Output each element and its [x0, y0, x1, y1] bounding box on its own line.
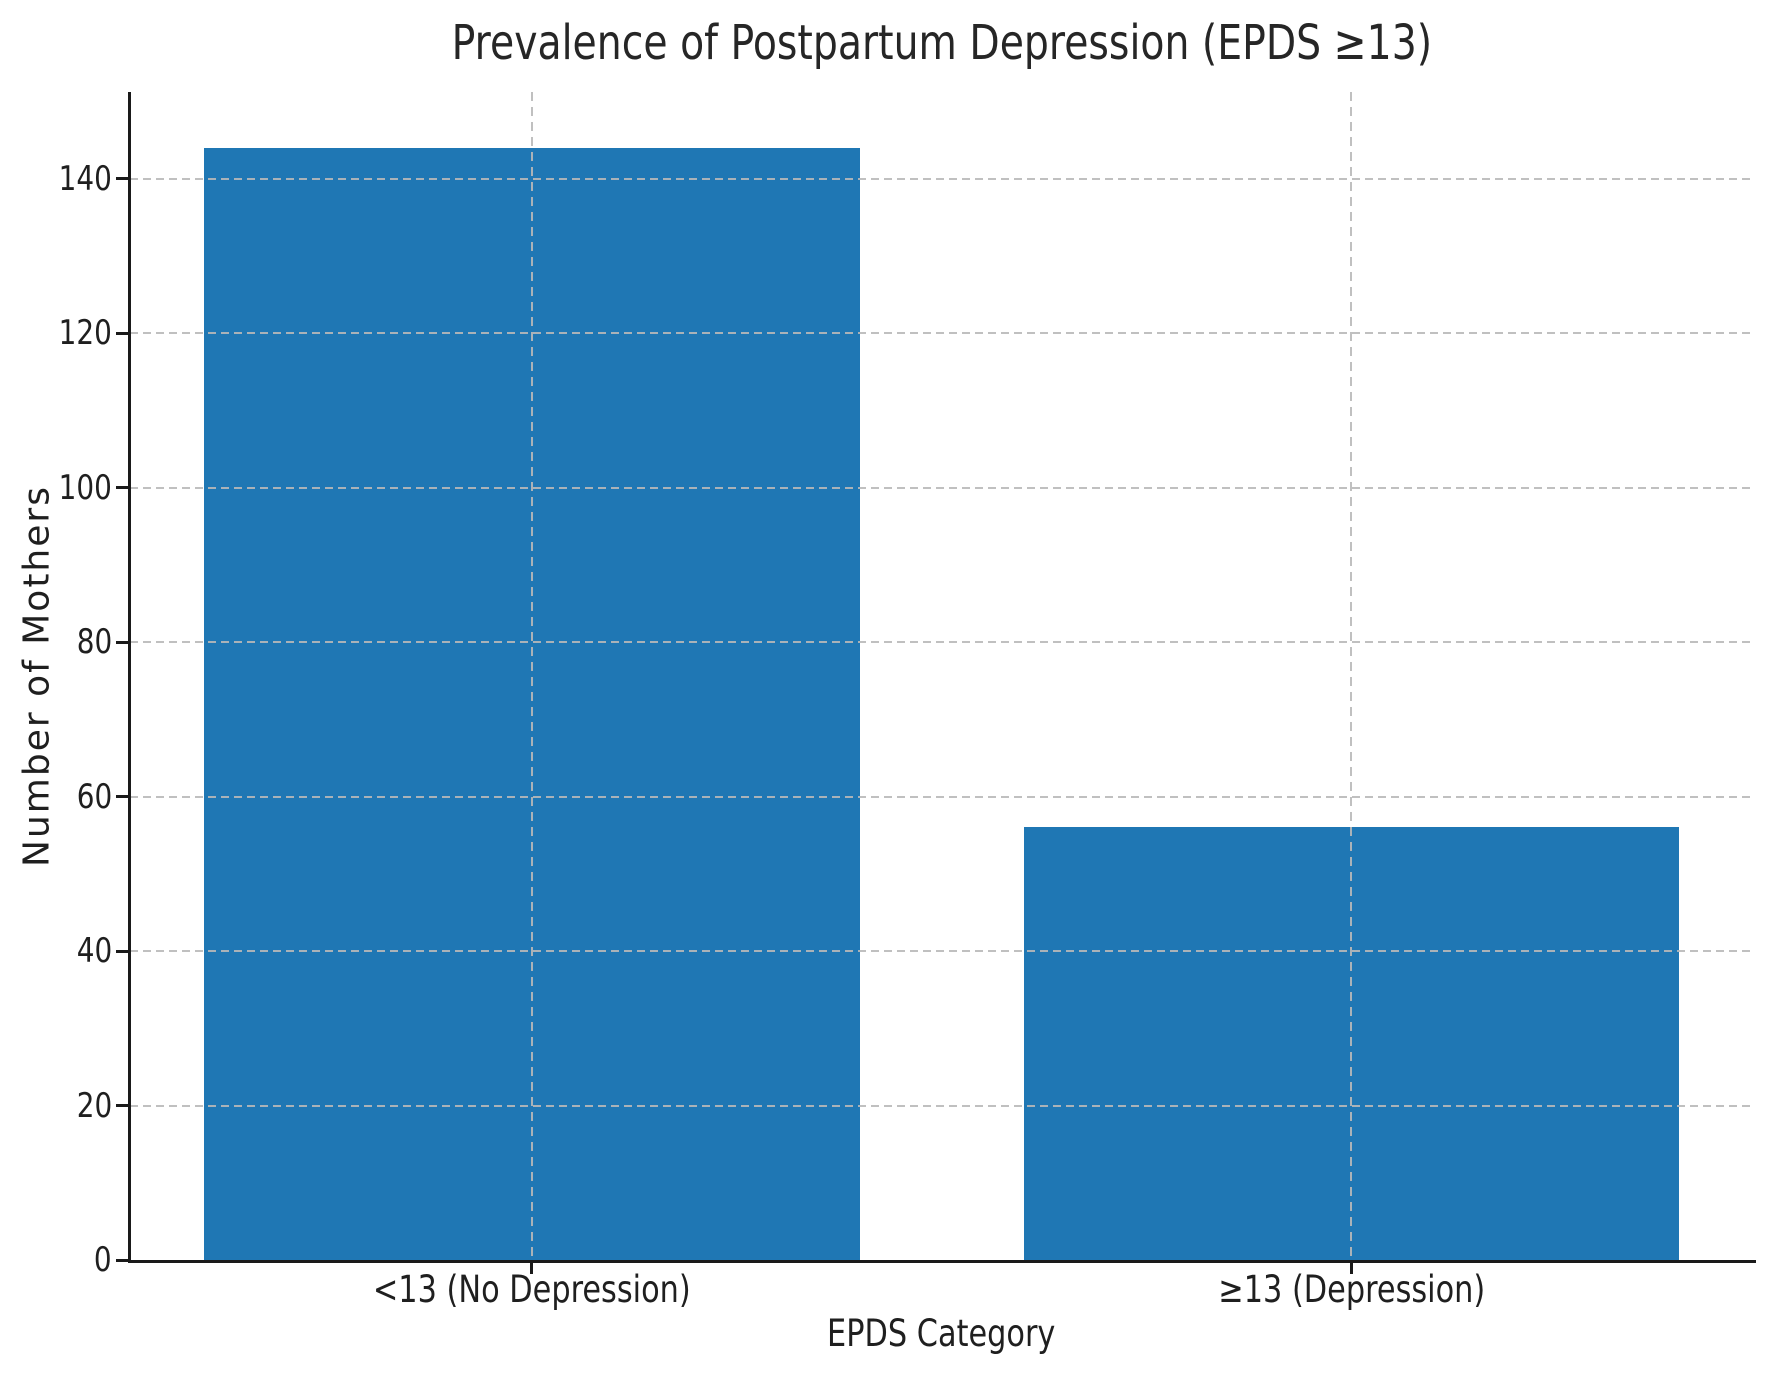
y-tick-label-text: 0: [94, 1240, 112, 1280]
x-tick-label-text: ≥13 (Depression): [1217, 1268, 1485, 1311]
gridline-v-0: [530, 92, 533, 1260]
x-axis-label: EPDS Category: [130, 1312, 1753, 1356]
y-tick-label-120: 120: [0, 311, 112, 355]
y-tick-mark-80: [116, 640, 128, 644]
y-tick-mark-140: [116, 177, 128, 180]
gridline-h-140: [130, 177, 1753, 180]
plot-area: [130, 92, 1753, 1260]
x-tick-label-0: <13 (No Depression): [132, 1268, 932, 1312]
y-tick-mark-120: [116, 331, 128, 335]
gridline-h-60: [130, 795, 1753, 798]
y-tick-label-text: 100: [58, 467, 112, 508]
y-tick-label-0: 0: [0, 1238, 112, 1282]
x-tick-label-1: ≥13 (Depression): [951, 1268, 1751, 1312]
y-tick-label-20: 20: [0, 1084, 112, 1128]
y-tick-label-60: 60: [0, 775, 112, 819]
x-axis-label-text: EPDS Category: [827, 1312, 1056, 1355]
y-tick-mark-20: [116, 1104, 128, 1107]
y-axis-spine: [128, 92, 131, 1263]
y-tick-label-100: 100: [0, 466, 112, 510]
y-tick-mark-0: [116, 1258, 128, 1262]
gridline-h-20: [130, 1104, 1753, 1107]
y-tick-label-text: 40: [76, 931, 112, 971]
gridline-h-40: [130, 950, 1753, 952]
x-tick-label-text: <13 (No Depression): [372, 1268, 691, 1311]
x-tick-mark-1: [1349, 1261, 1353, 1274]
gridline-h-100: [130, 486, 1753, 489]
y-tick-label-text: 60: [76, 776, 112, 817]
grid-layer: [130, 92, 1753, 1260]
gridline-v-1: [1350, 92, 1353, 1260]
y-tick-label-text: 20: [76, 1085, 112, 1126]
chart-title-text: Prevalence of Postpartum Depression (EPD…: [451, 15, 1432, 71]
y-tick-mark-100: [116, 486, 128, 489]
gridline-h-80: [130, 641, 1753, 643]
y-tick-label-40: 40: [0, 929, 112, 973]
gridline-h-120: [130, 332, 1753, 334]
y-tick-label-text: 140: [58, 158, 112, 199]
x-axis-spine: [128, 1260, 1756, 1263]
y-tick-label-140: 140: [0, 157, 112, 201]
y-axis-label: Number of Mothers: [16, 485, 58, 867]
y-tick-mark-60: [116, 795, 128, 798]
y-tick-label-text: 80: [76, 622, 112, 662]
y-tick-label-80: 80: [0, 620, 112, 664]
y-tick-mark-40: [116, 949, 128, 953]
x-tick-mark-0: [530, 1261, 534, 1274]
chart-title: Prevalence of Postpartum Depression (EPD…: [130, 14, 1753, 72]
y-tick-label-text: 120: [58, 313, 112, 353]
